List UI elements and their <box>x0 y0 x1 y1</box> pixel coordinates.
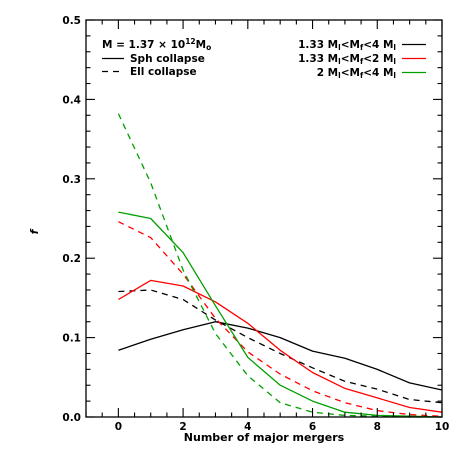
x-tick-label: 4 <box>244 421 251 433</box>
y-tick-label: 0.3 <box>62 174 81 186</box>
y-tick-label: 0.2 <box>62 253 81 265</box>
y-tick-label: 0.4 <box>62 94 81 106</box>
series-line-3 <box>118 279 443 413</box>
plot-frame <box>85 19 443 418</box>
y-tick-label: 0.1 <box>62 333 81 345</box>
y-axis-title: f <box>28 228 41 234</box>
series-line-2 <box>118 289 443 404</box>
x-axis-title: Number of major mergers <box>184 431 345 444</box>
x-tick-label: 6 <box>309 421 316 433</box>
series-layer <box>117 113 443 418</box>
color-legend-label: 2 Ml<Mf<4 Ml <box>317 67 396 80</box>
x-tick-label: 10 <box>435 421 450 433</box>
x-tick-label: 0 <box>115 421 122 433</box>
color-legend: 1.33 Ml<Mf<4 Ml1.33 Ml<Mf<2 Ml2 Ml<Mf<4 … <box>298 39 426 80</box>
series-line-4 <box>118 221 443 417</box>
y-tick-label: 0.0 <box>62 412 81 424</box>
series-line-5 <box>118 211 443 418</box>
y-tick-label: 0.5 <box>62 15 81 27</box>
mass-annotation: M = 1.37 × 1012Mo <box>102 37 211 52</box>
color-legend-label: 1.33 Ml<Mf<2 Ml <box>298 53 396 66</box>
color-legend-label: 1.33 Ml<Mf<4 Ml <box>298 39 396 52</box>
style-legend-label: Ell collapse <box>130 66 197 78</box>
x-tick-label: 2 <box>179 421 186 433</box>
style-legend-label: Sph collapse <box>130 53 205 65</box>
x-tick-label: 8 <box>374 421 381 433</box>
ticks-layer: 0 2 4 6 8 10 0.0 0.1 0.2 0.3 0.4 0.5 <box>62 15 449 433</box>
series-line-1 <box>118 321 443 391</box>
series-line-6 <box>117 113 442 418</box>
